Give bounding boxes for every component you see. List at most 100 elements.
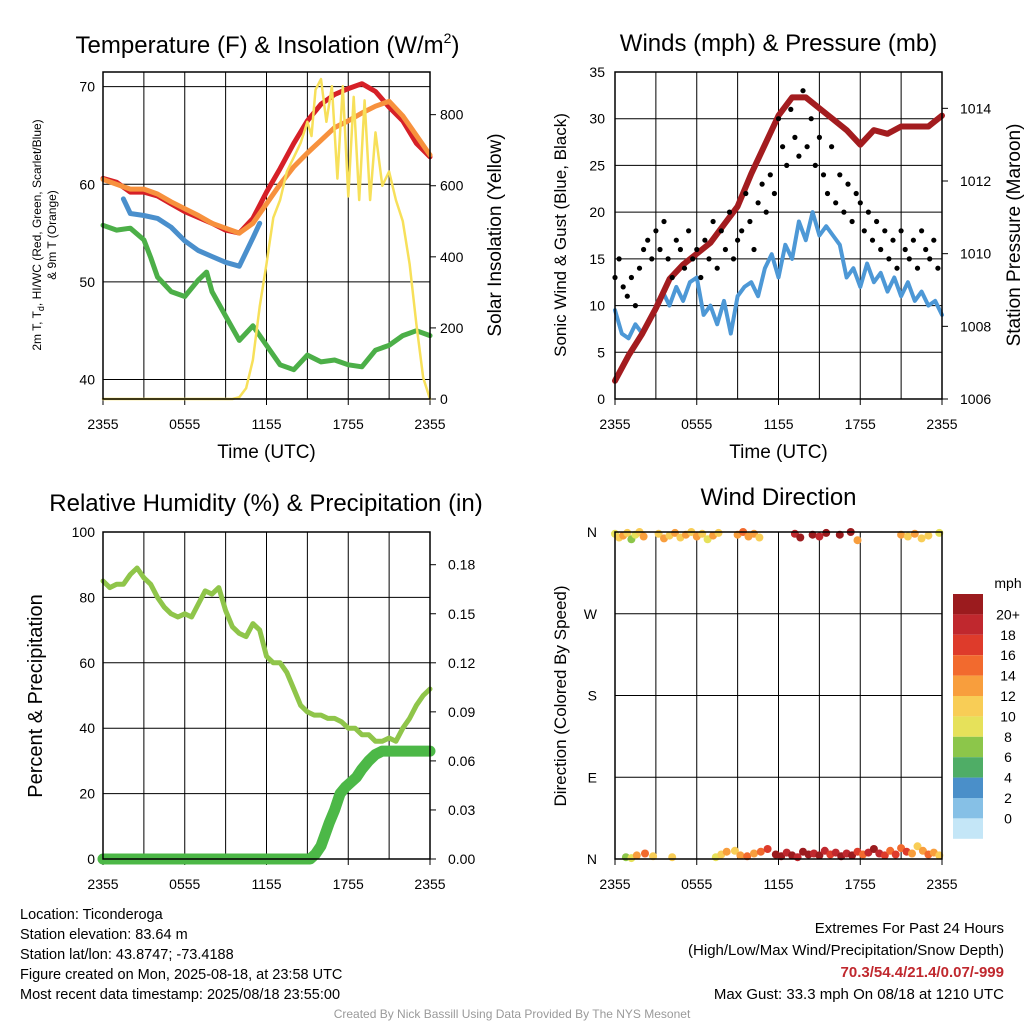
direction-point [880,851,889,860]
gust-point [869,237,876,243]
gust-point [751,246,757,253]
gust-point [730,256,737,262]
gust-point [882,228,888,234]
gust-point [649,256,655,262]
legend-label: 10 [1000,708,1016,724]
y-axis-label: Percent & Precipitation [25,594,47,797]
gust-point [861,228,867,234]
gust-point [804,144,810,150]
legend-label: 16 [1000,647,1016,663]
gust-point [788,106,794,112]
direction-point [714,528,723,537]
direction-point [815,851,824,860]
y-tick-label-right: 200 [440,320,464,336]
gust-point [894,265,900,271]
gust-point [829,144,835,150]
x-tick-label: 2355 [414,876,445,892]
y-tick-label-right: 800 [440,107,464,123]
x-axis-label: Time (UTC) [217,442,316,463]
gust-point [718,228,724,234]
y-tick-label: 20 [79,786,95,802]
direction-point [639,532,648,541]
gust-point [653,228,659,234]
y-axis-label: 2m T, Td, HI/WC (Red, Green, Scarlet/Blu… [30,119,46,350]
y-tick-label: S [588,688,597,704]
gust-point [886,256,892,262]
direction-point [908,849,916,858]
gust-point [661,218,667,225]
y-tick-label: 5 [597,344,605,360]
y-tick-label: 25 [589,157,605,173]
gust-point [812,162,818,168]
x-tick-label: 2355 [87,876,118,892]
gust-point [927,256,933,262]
recent-timestamp: Most recent data timestamp: 2025/08/18 2… [20,987,341,1003]
y-tick-label: 70 [79,79,95,95]
gust-point [845,181,851,187]
gust-point [714,265,720,271]
legend-swatch [953,716,983,737]
extremes-values: 70.3/54.4/21.4/0.07/-999 [840,964,1004,981]
gust-point [681,265,688,271]
x-tick-label: 0555 [681,416,712,432]
x-axis-label: Time (UTC) [729,442,828,463]
legend-swatch [953,818,983,839]
direction-point [917,534,926,543]
legend-label: 14 [1000,668,1016,684]
direction-point [623,528,632,537]
y-tick-label: 10 [589,298,605,314]
y-tick-label: 35 [589,64,605,80]
x-tick-label: 2355 [926,416,957,432]
y-tick-label: 40 [79,720,95,736]
extremes-block: Extremes For Past 24 Hours (High/Low/Max… [688,918,1004,1006]
gust-point [665,256,671,262]
x-tick-label: 2355 [599,416,630,432]
gust-point [833,200,839,206]
legend-title: mph [994,575,1021,591]
series-line-precip [97,745,436,865]
gust-point [808,116,814,122]
gust-point [878,246,884,253]
direction-point [641,849,649,858]
gust-point [698,274,704,281]
x-tick-label: 2355 [87,416,118,432]
x-tick-label: 1155 [251,876,281,892]
y-tick-label: 30 [589,111,605,127]
y-tick-label-right: 1014 [960,100,991,116]
gust-point [841,209,847,215]
gust-point [820,172,827,178]
direction-point [736,851,745,860]
y-tick-label: 80 [79,589,95,605]
direction-point [756,847,765,856]
gust-point [739,228,745,234]
direction-point [815,532,824,541]
gust-point [669,274,675,281]
series-line-solar [101,77,432,401]
gust-point [722,246,729,253]
direction-point [924,531,933,540]
legend-label: 8 [1004,729,1012,745]
gust-point [624,293,630,299]
gust-point [865,209,872,215]
y-tick-label: 20 [589,204,605,220]
gust-point [743,190,749,197]
gust-point [792,134,798,140]
y-tick-label: 40 [79,371,95,387]
direction-point [822,528,831,537]
y-tick-label-right: 0.06 [448,753,475,769]
x-tick-label: 2355 [926,876,957,892]
gust-point [906,256,912,262]
legend-label: 0 [1004,810,1012,826]
direction-point [853,536,862,545]
legend-swatch [953,594,983,615]
series-line-wind_chill [120,196,263,269]
gust-point [706,256,712,262]
y-tick-label-right: 0.15 [448,606,475,622]
gust-point [780,144,786,150]
y-tick-label: W [584,606,598,622]
direction-point [722,847,731,856]
gust-point [747,218,753,225]
gust-point [616,256,622,262]
series-line-pressure [612,94,945,384]
